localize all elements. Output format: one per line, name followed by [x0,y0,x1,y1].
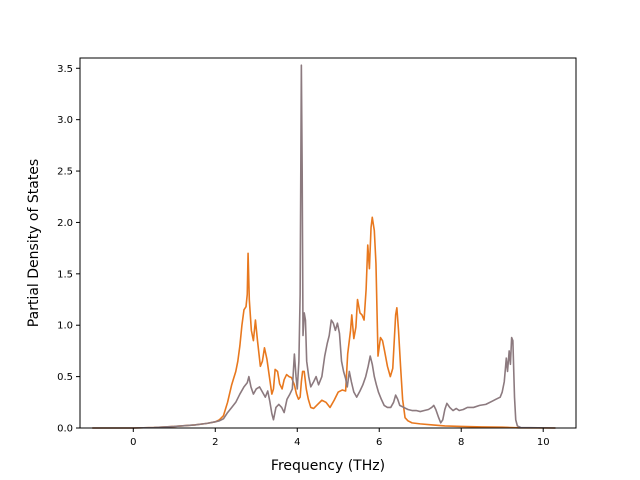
x-tick-label: 0 [130,437,136,448]
y-tick-label: 3.5 [57,64,73,75]
x-axis-label: Frequency (THz) [271,458,385,474]
series-line-1 [92,216,556,429]
y-tick-label: 2.5 [57,167,73,178]
y-axis-label: Partial Density of States [26,159,42,327]
y-tick-label: 1.5 [57,269,73,280]
x-tick-label: 2 [212,437,218,448]
y-axis-ticks: 0.0 0.5 1.0 1.5 2.0 2.5 3.0 3.5 [57,64,80,435]
y-tick-label: 3.0 [57,115,73,126]
y-tick-label: 0.0 [57,424,73,435]
y-tick-label: 0.5 [57,372,73,383]
x-axis-ticks: 0 2 4 6 8 10 [130,428,550,448]
series-layer [92,64,556,429]
x-tick-label: 10 [537,437,550,448]
y-tick-label: 1.0 [57,321,73,332]
series-line-2 [92,64,556,429]
y-tick-label: 2.0 [57,218,73,229]
x-tick-label: 4 [294,437,300,448]
x-tick-label: 8 [458,437,464,448]
x-tick-label: 6 [376,437,382,448]
axes-frame [79,57,577,429]
